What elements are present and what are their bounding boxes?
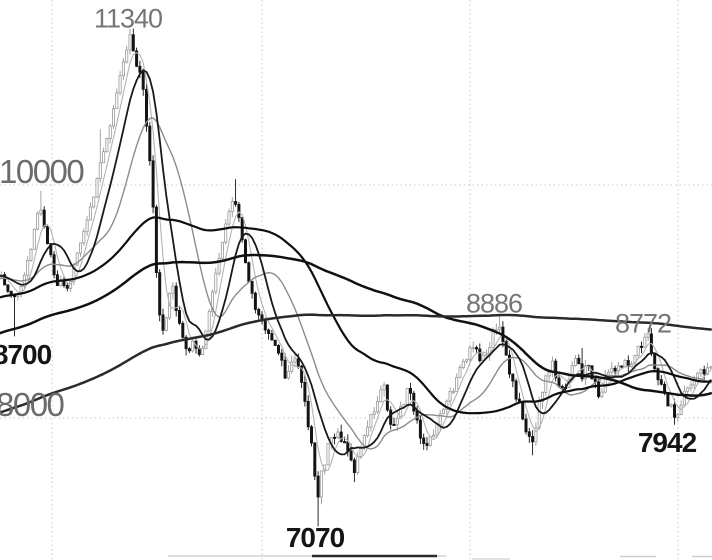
ma-10-line [0, 69, 712, 456]
candles [0, 28, 712, 527]
ma-60-line [0, 216, 712, 415]
ma-5-line [0, 52, 712, 472]
ma-120-line [0, 253, 712, 397]
ma-240-line [0, 313, 712, 414]
lower-pane-edge [168, 554, 712, 560]
